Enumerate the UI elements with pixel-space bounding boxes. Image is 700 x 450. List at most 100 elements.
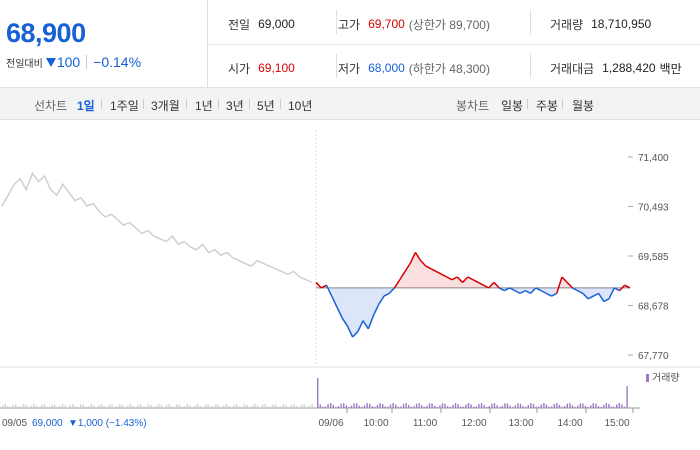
volume-bar xyxy=(25,404,27,408)
volume-bar xyxy=(48,406,51,408)
tab-weekly-candle[interactable]: 주봉 xyxy=(536,99,559,113)
today-line-segment xyxy=(320,284,327,289)
volume-bar xyxy=(4,404,6,408)
prev-day-change: ▼1,000 (−1.43%) xyxy=(68,418,147,429)
volume-bar xyxy=(254,404,256,408)
y-tick-label: 67,770 xyxy=(638,351,669,362)
volume-bar xyxy=(262,404,264,408)
tab-3m[interactable]: 3개월 xyxy=(151,99,180,113)
volume-bar xyxy=(150,404,152,408)
volume-bar xyxy=(158,404,160,408)
low-label: 저가 xyxy=(338,61,361,76)
tab-3y[interactable]: 3년 xyxy=(226,99,244,113)
tab-divider xyxy=(143,99,144,109)
volume-bar xyxy=(85,406,87,408)
volume-bar xyxy=(363,405,366,408)
volume-bar xyxy=(303,404,305,408)
today-line-segment xyxy=(572,287,579,292)
volume-bar xyxy=(212,406,214,408)
volume-bar xyxy=(116,406,118,408)
volume-bar xyxy=(366,403,368,408)
volume-legend-swatch xyxy=(646,374,649,382)
volume-bar xyxy=(327,404,329,408)
tab-1d[interactable]: 1일 xyxy=(77,99,95,113)
volume-bar xyxy=(178,404,181,408)
volume-bar xyxy=(223,405,225,408)
volume-bar xyxy=(69,405,71,408)
volume-bar xyxy=(202,406,204,408)
tab-divider xyxy=(527,99,528,109)
volume-bar xyxy=(574,406,576,408)
volume-bar xyxy=(340,403,342,408)
volume-bar xyxy=(603,404,605,408)
volume-bar xyxy=(74,406,77,408)
volume-bar xyxy=(241,406,243,408)
volume-bar xyxy=(41,404,43,408)
volume-bar xyxy=(623,406,626,408)
tab-1y[interactable]: 1년 xyxy=(195,99,213,113)
today-line-segment xyxy=(577,289,584,295)
today-line-segment xyxy=(436,270,442,275)
today-line-segment xyxy=(618,284,626,292)
volume-bar xyxy=(540,404,542,408)
volume-bar xyxy=(87,406,90,408)
volume-bar xyxy=(111,404,113,408)
tab-divider xyxy=(186,99,187,109)
volume-bar xyxy=(59,405,61,408)
today-line-segment xyxy=(315,281,322,289)
volume-bar xyxy=(371,406,373,408)
today-line-segment xyxy=(566,281,573,289)
volume-bar xyxy=(7,405,9,408)
x-tick-label: 09/06 xyxy=(318,418,343,429)
today-area-segment xyxy=(342,287,348,327)
volume-bar xyxy=(519,403,522,408)
volume-bar xyxy=(61,404,64,408)
volume-bar xyxy=(38,406,40,408)
volume-bar xyxy=(579,403,581,408)
today-line-segment xyxy=(393,279,401,289)
volume-bar xyxy=(106,406,108,408)
today-line-segment xyxy=(551,292,558,297)
volume-bar xyxy=(483,404,485,408)
tab-divider xyxy=(562,99,563,109)
volume-bar xyxy=(46,406,48,408)
tab-daily-candle[interactable]: 일봉 xyxy=(501,99,524,113)
volume-bar xyxy=(17,406,19,408)
change-label: 전일대비 xyxy=(6,58,43,70)
tab-monthly-candle[interactable]: 월봉 xyxy=(572,99,595,113)
volume-bar xyxy=(595,403,597,408)
volume-bar xyxy=(217,405,220,408)
tab-5y[interactable]: 5년 xyxy=(257,99,275,113)
today-line-segment xyxy=(493,281,500,289)
volume-bar xyxy=(616,404,618,408)
today-line-segment xyxy=(613,287,620,292)
tab-10y[interactable]: 10년 xyxy=(288,99,313,113)
today-line-segment xyxy=(461,276,469,283)
today-line-segment xyxy=(341,317,349,327)
volume-bar xyxy=(423,406,425,408)
today-line-segment xyxy=(404,262,411,272)
upper-limit-label: 상한가 xyxy=(412,17,446,32)
volume-bar xyxy=(33,404,35,408)
volume-bar xyxy=(478,404,480,408)
volume-bar xyxy=(527,404,529,408)
volume-bar xyxy=(530,403,532,408)
today-line-segment xyxy=(514,289,521,295)
volume-bar xyxy=(626,386,628,408)
volume-bar xyxy=(551,406,553,408)
today-line-segment xyxy=(467,276,474,281)
volume-bar xyxy=(486,406,488,408)
today-line-segment xyxy=(561,276,568,283)
today-line-segment xyxy=(352,331,359,338)
volume-bar xyxy=(361,406,363,408)
tab-1w[interactable]: 1주일 xyxy=(110,99,139,113)
volume-bar xyxy=(434,405,436,408)
volume-bar xyxy=(215,404,217,408)
volume-bar xyxy=(204,404,207,408)
volume-bar xyxy=(155,405,157,408)
prev-close-cell: 전일 69,000 xyxy=(228,16,295,32)
today-area-segment xyxy=(373,287,379,316)
volume-bar xyxy=(374,406,376,408)
x-tick-label: 15:00 xyxy=(604,418,629,429)
